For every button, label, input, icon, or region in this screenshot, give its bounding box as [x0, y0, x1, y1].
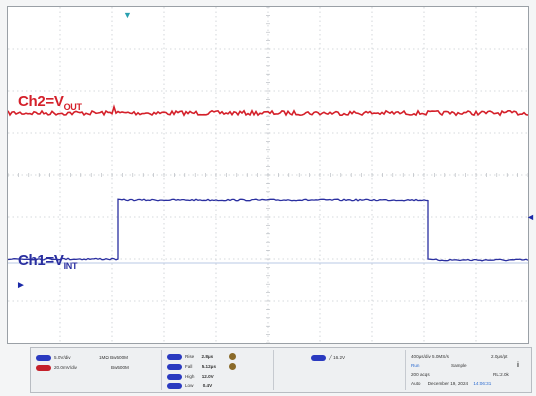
meas-name: Rise — [185, 354, 195, 359]
ch2-label: Ch2=VOUT — [18, 93, 82, 112]
ch1-scale: 5.0V/div — [54, 355, 71, 360]
ch1-name: Ch1=V — [18, 252, 64, 269]
time: 14:06:31 — [473, 381, 492, 386]
waveform-screen: Ch2=VOUT Ch1=VINT ► ◄ ▼ — [7, 6, 535, 344]
ch2-bandwidth: Bw500M — [111, 365, 129, 370]
ch1-bandwidth: Bw500M — [110, 355, 128, 360]
info-icon[interactable]: i — [517, 362, 519, 369]
meas-row[interactable]: High 12.0V — [167, 372, 214, 381]
meas-value: 0.4V — [202, 383, 213, 388]
meas-name: High — [185, 374, 195, 379]
run-state[interactable]: Run — [411, 363, 420, 368]
channel-section: 5.0V/div 1MΩ Bw500M 20.0mV/div Bw500M — [33, 350, 162, 390]
meas-name: Low — [185, 383, 194, 388]
meas-status-icon — [228, 353, 236, 361]
ground-marker-icon[interactable]: ► — [16, 280, 26, 291]
ch1-badge[interactable] — [36, 354, 51, 361]
ch1-vint-trace — [8, 198, 528, 262]
meas-row[interactable]: Low 0.4V — [167, 381, 212, 390]
trigger-source-badge[interactable] — [311, 354, 326, 361]
ch2-subscript: OUT — [63, 102, 82, 112]
status-panel: 5.0V/div 1MΩ Bw500M 20.0mV/div Bw500M Ri… — [30, 347, 532, 393]
trigger-section: ╱ 16.2V — [275, 350, 406, 390]
trigger-mode: Auto — [411, 381, 421, 386]
trigger-position-icon[interactable]: ▼ — [123, 10, 132, 20]
timebase: 400μs/div — [411, 354, 431, 359]
ch1-impedance: 1MΩ — [99, 355, 109, 360]
meas-row[interactable]: Fall 5.12μs — [167, 362, 237, 371]
meas-value: 5.12μs — [201, 364, 216, 369]
date: December 19, 2024 — [427, 381, 469, 386]
acq-mode: Sample — [451, 363, 467, 368]
graticule-grid — [8, 7, 528, 343]
ch2-vout-trace — [8, 104, 528, 117]
ch2-name: Ch2=V — [18, 93, 64, 110]
meas-row[interactable]: Rise 2.8μs — [167, 352, 236, 361]
trigger-slope-icon: ╱ — [329, 355, 332, 360]
record-length: RL:2.0k — [493, 372, 509, 377]
meas-value: 12.0V — [201, 374, 214, 379]
acq-count: 200 acqs — [411, 372, 430, 377]
ch2-badge[interactable] — [36, 364, 51, 371]
ch1-subscript: INT — [63, 261, 78, 271]
trigger-level-icon[interactable]: ◄ — [526, 212, 535, 222]
resolution: 2.0μs/pt — [491, 354, 508, 359]
sample-rate: 5.0MS/s — [432, 354, 449, 359]
meas-name: Fall — [185, 364, 193, 369]
measurement-section: Rise 2.8μs Fall 5.12μs High 12.0V Low 0.… — [163, 350, 274, 390]
ch1-label: Ch1=VINT — [18, 252, 78, 271]
trigger-level: 16.2V — [333, 355, 346, 360]
meas-value: 2.8μs — [201, 354, 214, 359]
ch2-scale: 20.0mV/div — [54, 365, 77, 370]
meas-status-icon — [229, 363, 237, 371]
waveform-plot — [8, 7, 528, 343]
acquisition-section: 400μs/div 5.0MS/s 2.0μs/pt Run Sample i … — [407, 350, 529, 390]
